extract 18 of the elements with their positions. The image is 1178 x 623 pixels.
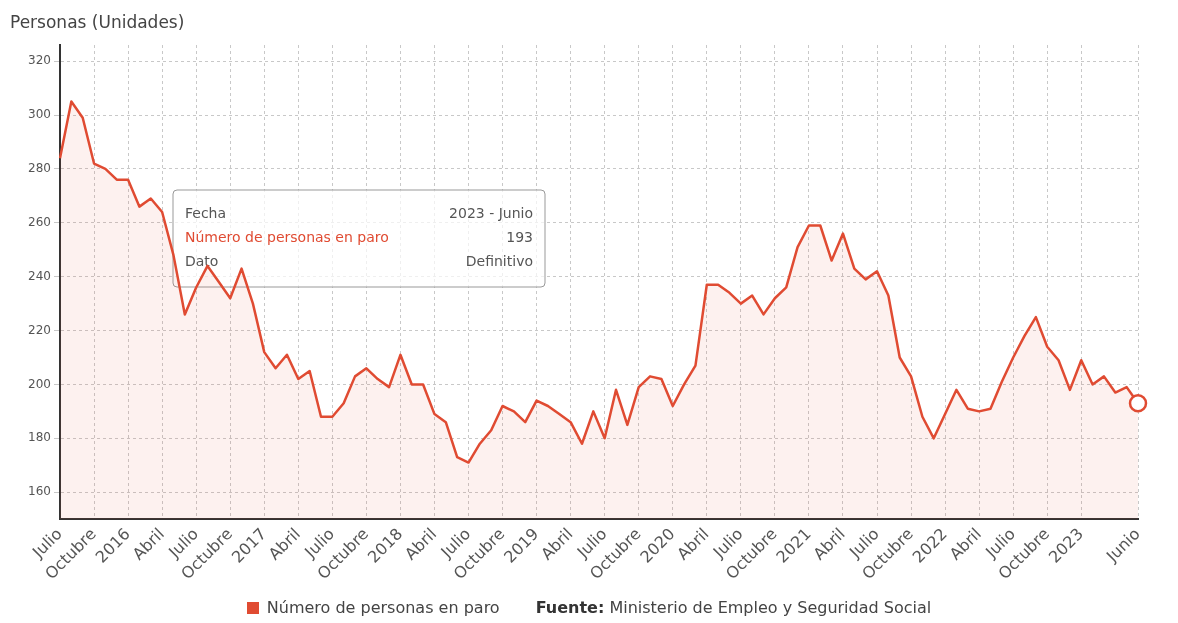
y-tick-label: 180 [28, 430, 51, 445]
y-tick-label: 200 [28, 376, 51, 391]
y-tick-label: 280 [28, 161, 51, 176]
y-tick-label: 240 [28, 268, 51, 283]
source-note: Fuente: Ministerio de Empleo y Seguridad Social [535, 598, 932, 617]
annotation: 2023 - Junio [449, 204, 533, 221]
y-tick-label: 300 [28, 107, 51, 122]
y-tick-label: 320 [28, 53, 51, 68]
y-tick-label: 260 [28, 214, 51, 229]
annotation: 193 [506, 228, 533, 245]
annotation: Número de personas en paro [185, 228, 389, 245]
y-axis-title: Personas (Unidades) [10, 12, 185, 32]
annotation: Dato [185, 252, 219, 269]
annotation: Fecha [185, 204, 227, 221]
y-tick-label: 160 [28, 484, 51, 499]
annotation: Definitivo [465, 252, 533, 269]
legend-label: Número de personas en paro [265, 598, 500, 617]
y-tick-label: 220 [28, 322, 51, 337]
